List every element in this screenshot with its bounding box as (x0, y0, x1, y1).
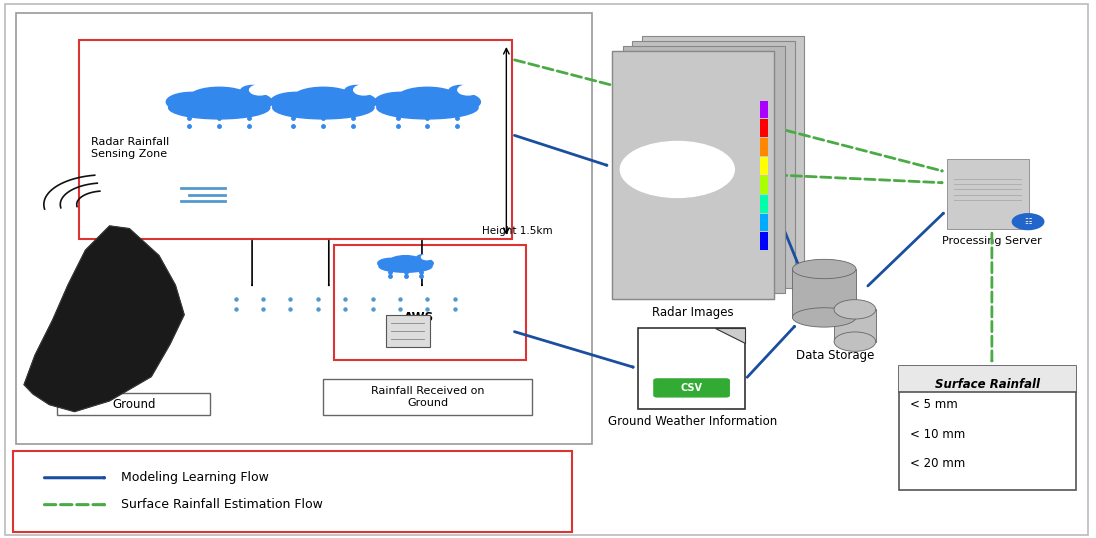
Ellipse shape (834, 300, 876, 319)
Ellipse shape (250, 85, 270, 95)
Ellipse shape (792, 308, 856, 327)
Text: < 5 mm: < 5 mm (910, 398, 958, 411)
Text: Height 1.5km: Height 1.5km (482, 226, 552, 236)
FancyBboxPatch shape (760, 138, 768, 156)
Ellipse shape (398, 87, 457, 108)
FancyBboxPatch shape (899, 366, 1076, 392)
Ellipse shape (344, 86, 368, 97)
FancyBboxPatch shape (834, 309, 876, 342)
Ellipse shape (354, 85, 374, 95)
Text: Ground: Ground (112, 398, 156, 410)
FancyBboxPatch shape (760, 176, 768, 194)
Text: Modeling Learning Flow: Modeling Learning Flow (121, 471, 269, 484)
FancyBboxPatch shape (638, 328, 745, 409)
FancyBboxPatch shape (899, 366, 1076, 490)
Ellipse shape (273, 96, 374, 119)
Text: Processing Server: Processing Server (941, 236, 1042, 246)
Ellipse shape (271, 93, 321, 111)
Text: < 10 mm: < 10 mm (910, 428, 964, 441)
Ellipse shape (240, 86, 264, 97)
FancyBboxPatch shape (612, 51, 774, 299)
Polygon shape (715, 328, 745, 343)
Text: AWS: AWS (403, 311, 434, 324)
Ellipse shape (190, 87, 249, 108)
FancyBboxPatch shape (653, 378, 730, 398)
Text: Rainfall Received on
Ground: Rainfall Received on Ground (370, 386, 484, 408)
Ellipse shape (221, 93, 272, 111)
FancyBboxPatch shape (16, 13, 592, 444)
Ellipse shape (375, 93, 425, 111)
Ellipse shape (407, 258, 433, 268)
Ellipse shape (294, 87, 353, 108)
Ellipse shape (378, 258, 404, 268)
Text: Radar Images: Radar Images (652, 306, 733, 318)
Ellipse shape (792, 259, 856, 279)
FancyBboxPatch shape (947, 159, 1029, 229)
Text: Surface Rainfall: Surface Rainfall (935, 378, 1040, 391)
Ellipse shape (430, 93, 480, 111)
Text: Ground Weather Information: Ground Weather Information (608, 415, 777, 428)
FancyBboxPatch shape (334, 245, 526, 360)
Ellipse shape (390, 256, 421, 266)
FancyBboxPatch shape (5, 4, 1088, 535)
Text: CSV: CSV (681, 383, 703, 393)
FancyBboxPatch shape (760, 119, 768, 137)
FancyBboxPatch shape (792, 269, 856, 317)
FancyBboxPatch shape (760, 101, 768, 118)
FancyBboxPatch shape (323, 379, 532, 415)
Ellipse shape (1012, 213, 1044, 230)
Ellipse shape (416, 254, 430, 261)
FancyBboxPatch shape (612, 51, 774, 299)
FancyBboxPatch shape (760, 157, 768, 175)
Text: Data Storage: Data Storage (796, 349, 875, 362)
Ellipse shape (834, 332, 876, 351)
FancyBboxPatch shape (632, 41, 795, 288)
Text: Radar Rainfall
Sensing Zone: Radar Rainfall Sensing Zone (91, 137, 169, 159)
Ellipse shape (326, 93, 376, 111)
Circle shape (620, 141, 734, 197)
Text: ☷: ☷ (1025, 217, 1031, 226)
Text: Surface Rainfall Estimation Flow: Surface Rainfall Estimation Flow (121, 498, 322, 511)
FancyBboxPatch shape (760, 195, 768, 213)
FancyBboxPatch shape (623, 46, 785, 293)
FancyBboxPatch shape (642, 36, 804, 284)
FancyBboxPatch shape (79, 40, 512, 239)
Ellipse shape (169, 96, 270, 119)
FancyBboxPatch shape (13, 451, 572, 532)
Polygon shape (24, 226, 184, 412)
Ellipse shape (167, 93, 217, 111)
Ellipse shape (458, 85, 478, 95)
Text: < 20 mm: < 20 mm (910, 457, 964, 470)
Ellipse shape (422, 254, 432, 260)
Ellipse shape (379, 260, 432, 272)
Ellipse shape (377, 96, 478, 119)
FancyBboxPatch shape (57, 393, 210, 415)
Ellipse shape (448, 86, 472, 97)
FancyBboxPatch shape (760, 232, 768, 250)
FancyBboxPatch shape (386, 315, 430, 347)
FancyBboxPatch shape (760, 214, 768, 231)
